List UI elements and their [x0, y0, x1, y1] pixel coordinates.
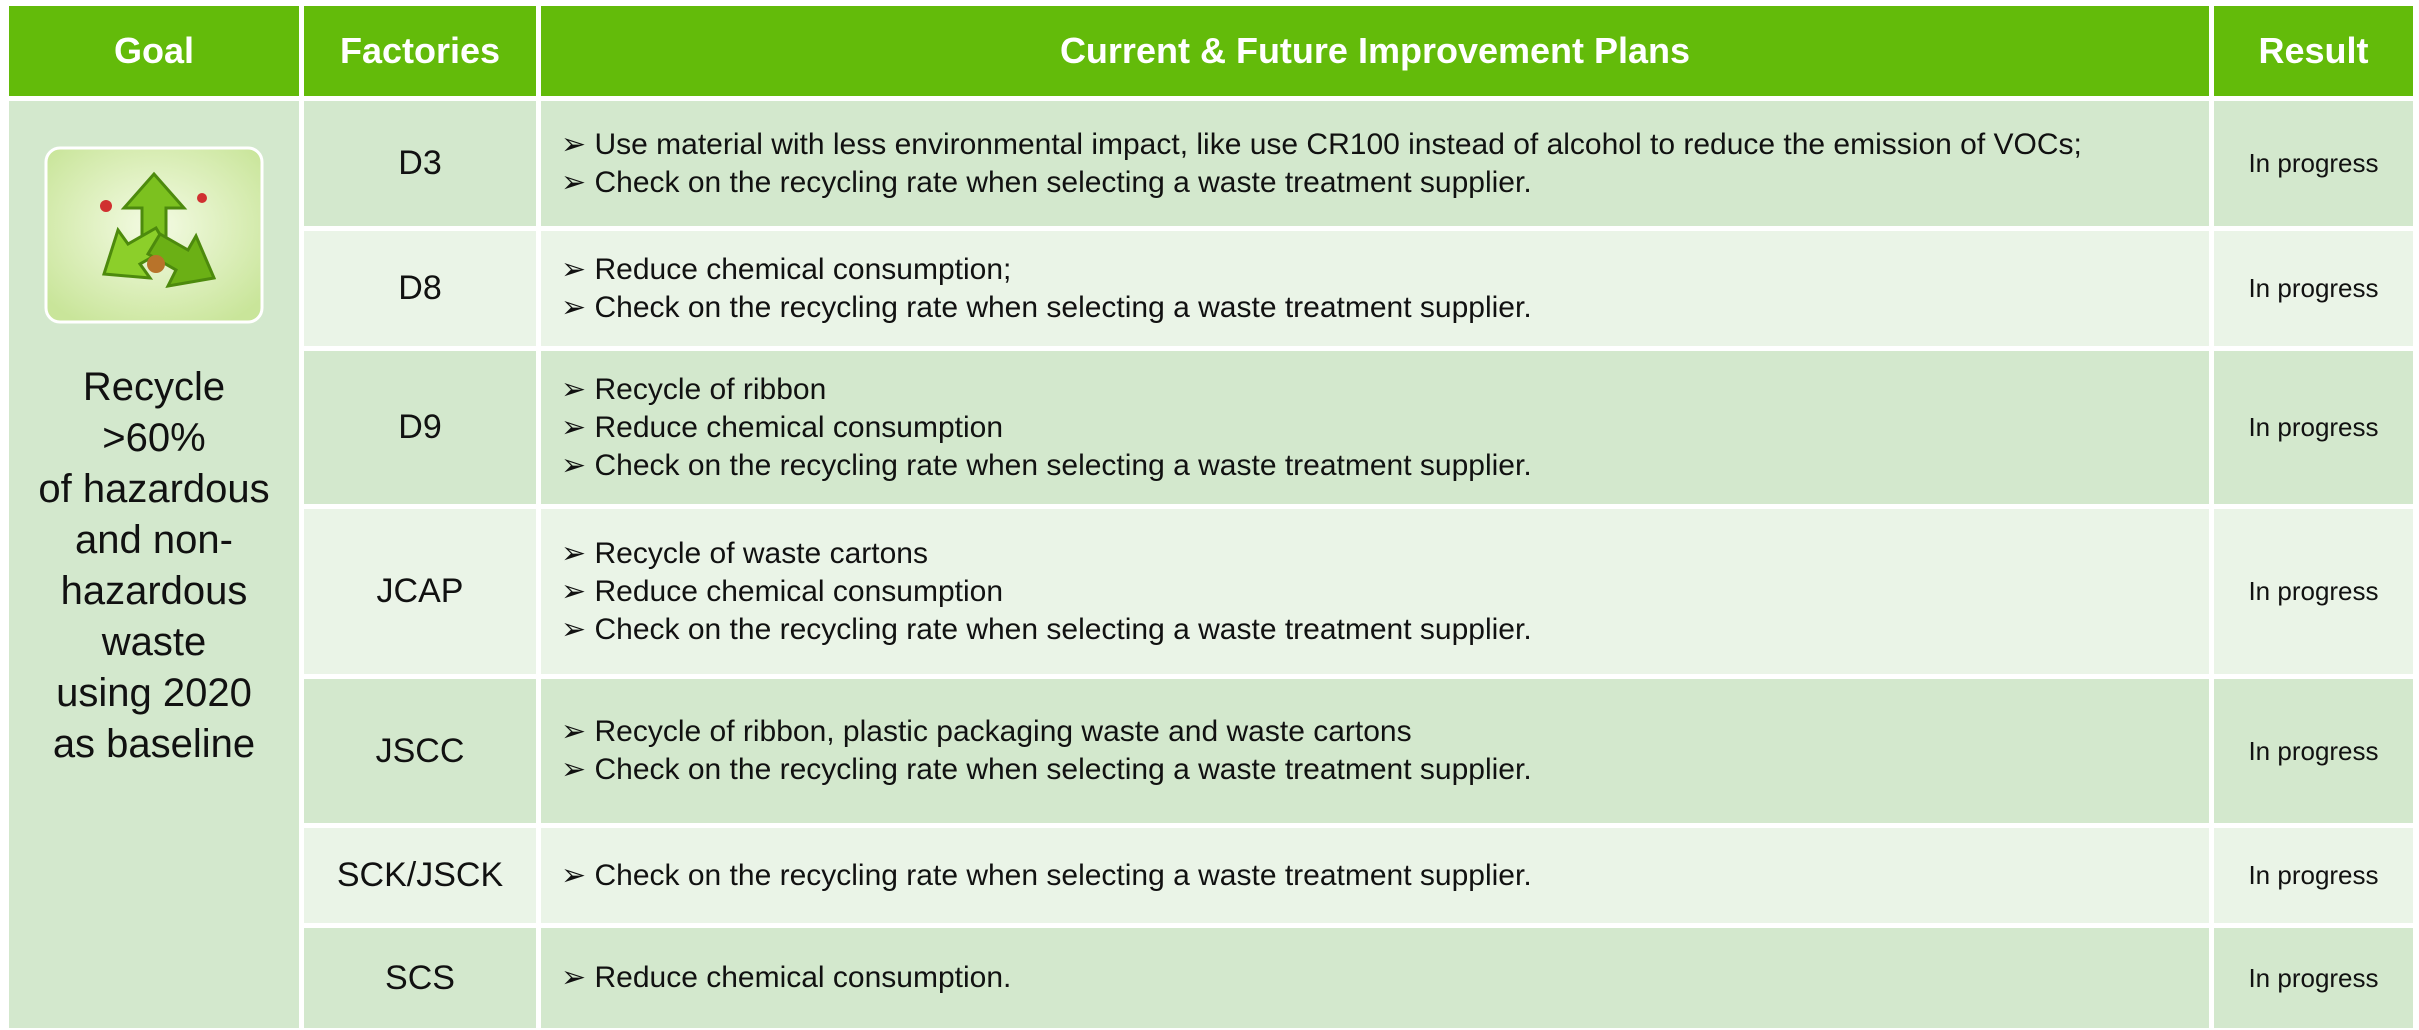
plan-item: Check on the recycling rate when selecti…: [561, 164, 1532, 202]
factory-cell: D3: [304, 101, 536, 226]
result-cell: In progress: [2214, 928, 2413, 1028]
header-cell: Goal: [9, 6, 299, 96]
result-cell: In progress: [2214, 509, 2413, 674]
plan-item: Use material with less environmental imp…: [561, 126, 2082, 164]
table: Goal Factories Current & Future Improvem…: [9, 6, 2413, 1028]
goal-line: and non-: [38, 515, 269, 566]
result-cell: In progress: [2214, 679, 2413, 823]
goal-line: waste: [38, 617, 269, 668]
result-cell: In progress: [2214, 828, 2413, 923]
plan-item: Check on the recycling rate when selecti…: [561, 289, 1532, 327]
factory-cell: D9: [304, 351, 536, 504]
header-cell: Result: [2214, 6, 2413, 96]
plans-cell: Recycle of waste cartonsReduce chemical …: [541, 509, 2209, 674]
goal-line: Recycle: [38, 362, 269, 413]
goal-line: of hazardous: [38, 464, 269, 515]
plan-item: Reduce chemical consumption: [561, 573, 1003, 611]
plan-item: Reduce chemical consumption: [561, 409, 1003, 447]
plan-item: Check on the recycling rate when selecti…: [561, 751, 1532, 789]
plans-cell: Recycle of ribbon, plastic packaging was…: [541, 679, 2209, 823]
page: Goal Factories Current & Future Improvem…: [0, 0, 2419, 1030]
plans-cell: Use material with less environmental imp…: [541, 101, 2209, 226]
goal-line: >60%: [38, 413, 269, 464]
header-cell: Current & Future Improvement Plans: [541, 6, 2209, 96]
plan-item: Recycle of ribbon: [561, 371, 826, 409]
plan-item: Recycle of ribbon, plastic packaging was…: [561, 713, 1412, 751]
factory-cell: JSCC: [304, 679, 536, 823]
plan-item: Recycle of waste cartons: [561, 535, 928, 573]
plan-item: Reduce chemical consumption;: [561, 251, 1011, 289]
factory-cell: D8: [304, 231, 536, 346]
plan-item: Check on the recycling rate when selecti…: [561, 611, 1532, 649]
plans-cell: Check on the recycling rate when selecti…: [541, 828, 2209, 923]
header-cell: Factories: [304, 6, 536, 96]
plan-item: Check on the recycling rate when selecti…: [561, 447, 1532, 485]
result-cell: In progress: [2214, 101, 2413, 226]
recycle-image: [44, 146, 264, 324]
goal-line: hazardous: [38, 566, 269, 617]
result-cell: In progress: [2214, 231, 2413, 346]
factory-cell: SCS: [304, 928, 536, 1028]
goal-line: using 2020: [38, 668, 269, 719]
plan-item: Check on the recycling rate when selecti…: [561, 857, 1532, 895]
plans-cell: Reduce chemical consumption.: [541, 928, 2209, 1028]
plan-item: Reduce chemical consumption.: [561, 959, 1011, 997]
plans-cell: Reduce chemical consumption;Check on the…: [541, 231, 2209, 346]
plans-cell: Recycle of ribbonReduce chemical consump…: [541, 351, 2209, 504]
factory-cell: SCK/JSCK: [304, 828, 536, 923]
factory-cell: JCAP: [304, 509, 536, 674]
goal-line: as baseline: [38, 719, 269, 770]
result-cell: In progress: [2214, 351, 2413, 504]
